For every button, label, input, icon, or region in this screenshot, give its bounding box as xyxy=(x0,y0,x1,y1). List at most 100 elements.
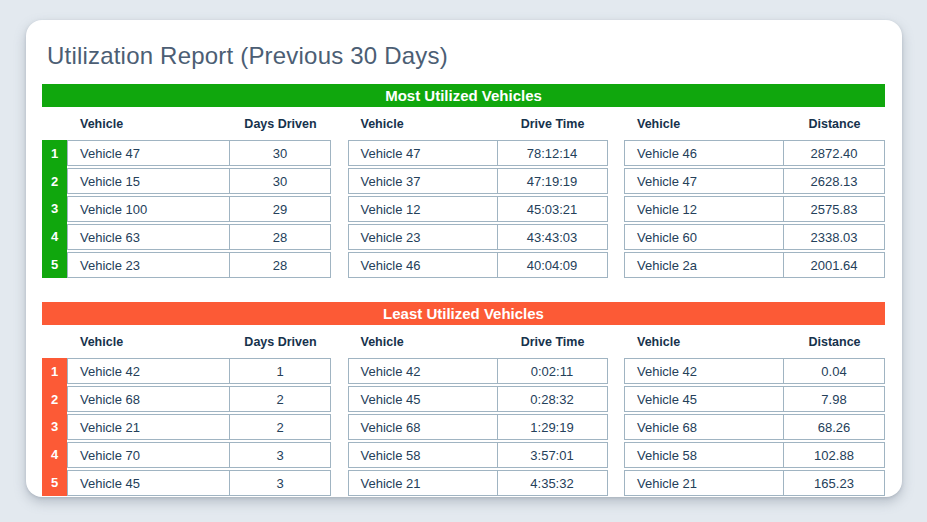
value-cell: 102.88 xyxy=(783,443,884,467)
rank-cell: 4 xyxy=(42,223,67,251)
rank-cell: 5 xyxy=(42,250,67,278)
column-header-vehicle: Vehicle xyxy=(624,117,784,131)
vehicle-cell: Vehicle 58 xyxy=(349,443,497,467)
value-cell: 47:19:19 xyxy=(497,169,607,193)
vehicle-cell: Vehicle 63 xyxy=(68,225,229,249)
value-cell: 1:29:19 xyxy=(497,415,607,439)
rank-cell: 3 xyxy=(42,195,67,223)
vehicle-cell: Vehicle 42 xyxy=(625,359,783,383)
vehicle-cell: Vehicle 42 xyxy=(349,359,497,383)
vehicle-cell: Vehicle 21 xyxy=(625,471,783,495)
column-header-drive-time: Drive Time xyxy=(498,117,608,131)
table-rows: Vehicle 42 0:02:11 Vehicle 45 0:28:32 Ve… xyxy=(348,358,608,496)
table-row: Vehicle 47 2628.13 xyxy=(624,168,885,194)
column-header-days-driven: Days Driven xyxy=(230,335,331,349)
table-row: Vehicle 2a 2001.64 xyxy=(624,252,885,278)
table-row: Vehicle 68 68.26 xyxy=(624,414,885,440)
most-utilized-headers: Vehicle Days Driven Vehicle Drive Time V… xyxy=(42,117,885,131)
value-cell: 30 xyxy=(229,141,330,165)
table-row: Vehicle 21 4:35:32 xyxy=(348,470,608,496)
column-header-days-driven: Days Driven xyxy=(230,117,331,131)
vehicle-cell: Vehicle 12 xyxy=(349,197,497,221)
table-row: Vehicle 70 3 xyxy=(67,442,331,468)
table-rows: Vehicle 47 78:12:14 Vehicle 37 47:19:19 … xyxy=(348,140,608,278)
value-cell: 2628.13 xyxy=(783,169,884,193)
table-row: Vehicle 63 28 xyxy=(67,224,331,250)
table-row: Vehicle 100 29 xyxy=(67,196,331,222)
least-distance-table-header: Vehicle Distance xyxy=(624,335,885,349)
table-row: Vehicle 45 0:28:32 xyxy=(348,386,608,412)
vehicle-cell: Vehicle 12 xyxy=(625,197,783,221)
vehicle-cell: Vehicle 46 xyxy=(625,141,783,165)
rank-cell: 2 xyxy=(42,168,67,196)
table-row: Vehicle 58 3:57:01 xyxy=(348,442,608,468)
most-utilized-tables: 1 2 3 4 5 Vehicle 47 30 Vehicle 15 30 Ve… xyxy=(42,140,885,278)
value-cell: 40:04:09 xyxy=(497,253,607,277)
vehicle-cell: Vehicle 45 xyxy=(349,387,497,411)
table-row: Vehicle 46 40:04:09 xyxy=(348,252,608,278)
vehicle-cell: Vehicle 70 xyxy=(68,443,229,467)
vehicle-cell: Vehicle 68 xyxy=(625,415,783,439)
rank-cell: 4 xyxy=(42,441,67,469)
value-cell: 0:02:11 xyxy=(497,359,607,383)
least-days-driven-table: 1 2 3 4 5 Vehicle 42 1 Vehicle 68 2 Vehi… xyxy=(42,358,331,496)
value-cell: 7.98 xyxy=(783,387,884,411)
table-row: Vehicle 23 28 xyxy=(67,252,331,278)
column-header-vehicle: Vehicle xyxy=(67,117,230,131)
most-drive-time-table-header: Vehicle Drive Time xyxy=(348,117,608,131)
value-cell: 2001.64 xyxy=(783,253,884,277)
column-header-drive-time: Drive Time xyxy=(498,335,608,349)
value-cell: 4:35:32 xyxy=(497,471,607,495)
vehicle-cell: Vehicle 46 xyxy=(349,253,497,277)
rank-cell: 1 xyxy=(42,140,67,168)
value-cell: 2 xyxy=(229,415,330,439)
vehicle-cell: Vehicle 100 xyxy=(68,197,229,221)
table-row: Vehicle 21 165.23 xyxy=(624,470,885,496)
vehicle-cell: Vehicle 68 xyxy=(349,415,497,439)
table-row: Vehicle 45 3 xyxy=(67,470,331,496)
rank-strip: 1 2 3 4 5 xyxy=(42,140,67,278)
vehicle-cell: Vehicle 68 xyxy=(68,387,229,411)
vehicle-cell: Vehicle 60 xyxy=(625,225,783,249)
column-header-vehicle: Vehicle xyxy=(67,335,230,349)
vehicle-cell: Vehicle 58 xyxy=(625,443,783,467)
least-utilized-headers: Vehicle Days Driven Vehicle Drive Time V… xyxy=(42,335,885,349)
value-cell: 1 xyxy=(229,359,330,383)
value-cell: 78:12:14 xyxy=(497,141,607,165)
value-cell: 3:57:01 xyxy=(497,443,607,467)
most-days-driven-table: 1 2 3 4 5 Vehicle 47 30 Vehicle 15 30 Ve… xyxy=(42,140,331,278)
value-cell: 3 xyxy=(229,443,330,467)
table-row: Vehicle 68 2 xyxy=(67,386,331,412)
table-row: Vehicle 23 43:43:03 xyxy=(348,224,608,250)
vehicle-cell: Vehicle 45 xyxy=(68,471,229,495)
table-row: Vehicle 21 2 xyxy=(67,414,331,440)
value-cell: 43:43:03 xyxy=(497,225,607,249)
rank-strip: 1 2 3 4 5 xyxy=(42,358,67,496)
least-utilized-tables: 1 2 3 4 5 Vehicle 42 1 Vehicle 68 2 Vehi… xyxy=(42,358,885,496)
most-distance-table: Vehicle 46 2872.40 Vehicle 47 2628.13 Ve… xyxy=(624,140,885,278)
table-row: Vehicle 12 2575.83 xyxy=(624,196,885,222)
rank-cell: 3 xyxy=(42,413,67,441)
table-row: Vehicle 15 30 xyxy=(67,168,331,194)
vehicle-cell: Vehicle 42 xyxy=(68,359,229,383)
rank-cell: 2 xyxy=(42,386,67,414)
table-row: Vehicle 42 0.04 xyxy=(624,358,885,384)
table-row: Vehicle 42 1 xyxy=(67,358,331,384)
vehicle-cell: Vehicle 45 xyxy=(625,387,783,411)
table-row: Vehicle 47 78:12:14 xyxy=(348,140,608,166)
table-rows: Vehicle 42 0.04 Vehicle 45 7.98 Vehicle … xyxy=(624,358,885,496)
value-cell: 30 xyxy=(229,169,330,193)
value-cell: 0.04 xyxy=(783,359,884,383)
rank-cell: 5 xyxy=(42,468,67,496)
value-cell: 68.26 xyxy=(783,415,884,439)
report-card: Utilization Report (Previous 30 Days) Mo… xyxy=(26,20,902,497)
column-header-vehicle: Vehicle xyxy=(348,117,498,131)
page-title: Utilization Report (Previous 30 Days) xyxy=(47,42,885,70)
least-drive-time-table-header: Vehicle Drive Time xyxy=(348,335,608,349)
value-cell: 165.23 xyxy=(783,471,884,495)
column-header-vehicle: Vehicle xyxy=(624,335,784,349)
column-header-vehicle: Vehicle xyxy=(348,335,498,349)
column-header-distance: Distance xyxy=(784,335,885,349)
table-row: Vehicle 60 2338.03 xyxy=(624,224,885,250)
column-header-distance: Distance xyxy=(784,117,885,131)
